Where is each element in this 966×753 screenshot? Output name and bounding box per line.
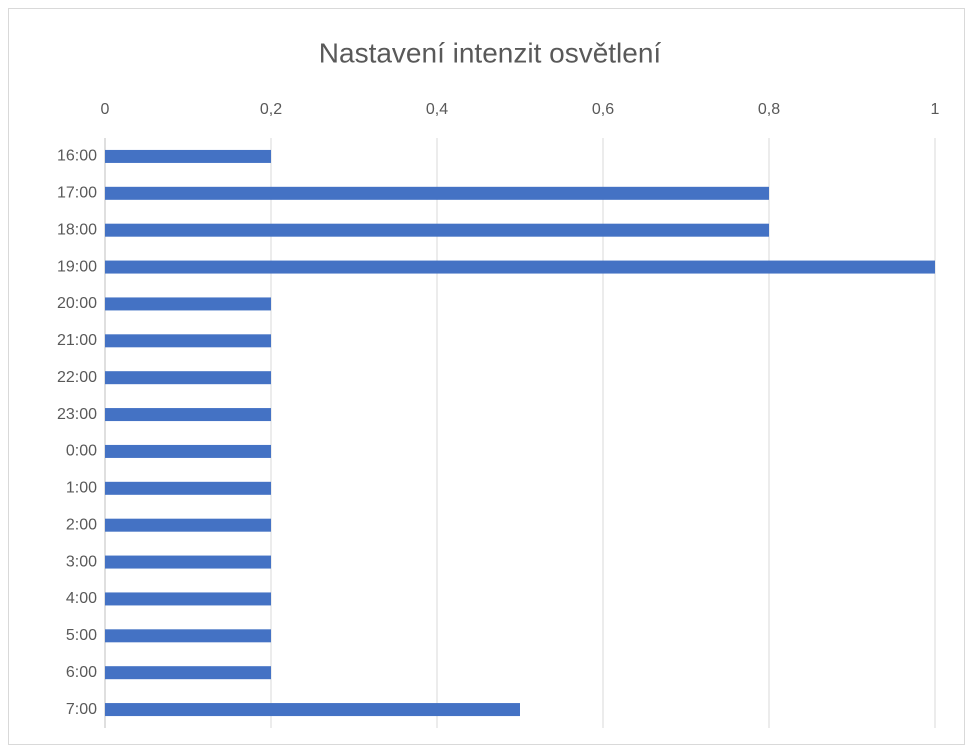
chart-title: Nastavení intenzit osvětlení	[319, 37, 662, 68]
x-tick-label: 0,6	[592, 101, 614, 118]
bar	[105, 629, 271, 643]
y-tick-label: 1:00	[66, 480, 97, 497]
y-tick-label: 5:00	[66, 627, 97, 644]
y-tick-label: 18:00	[57, 221, 97, 238]
y-tick-label: 22:00	[57, 369, 97, 386]
y-tick-label: 20:00	[57, 295, 97, 312]
bar	[105, 666, 271, 680]
bar	[105, 223, 769, 237]
bar	[105, 297, 271, 311]
bar	[105, 149, 271, 163]
bar	[105, 408, 271, 422]
y-tick-label: 16:00	[57, 148, 97, 165]
y-tick-label: 3:00	[66, 553, 97, 570]
bar	[105, 260, 935, 274]
y-tick-label: 19:00	[57, 258, 97, 275]
bar	[105, 518, 271, 532]
bar	[105, 592, 271, 606]
y-tick-label: 7:00	[66, 701, 97, 718]
x-tick-label: 0	[101, 101, 110, 118]
y-tick-label: 23:00	[57, 406, 97, 423]
y-tick-label: 17:00	[57, 185, 97, 202]
bar	[105, 371, 271, 385]
bar	[105, 444, 271, 458]
x-tick-label: 0,2	[260, 101, 282, 118]
bar	[105, 186, 769, 200]
x-tick-label: 0,8	[758, 101, 780, 118]
bar	[105, 481, 271, 495]
y-tick-label: 21:00	[57, 332, 97, 349]
x-tick-label: 1	[931, 101, 940, 118]
bar	[105, 703, 520, 717]
y-tick-label: 6:00	[66, 664, 97, 681]
y-tick-label: 4:00	[66, 590, 97, 607]
y-tick-label: 0:00	[66, 443, 97, 460]
y-tick-label: 2:00	[66, 516, 97, 533]
bar	[105, 334, 271, 348]
bar	[105, 555, 271, 569]
x-tick-label: 0,4	[426, 101, 448, 118]
